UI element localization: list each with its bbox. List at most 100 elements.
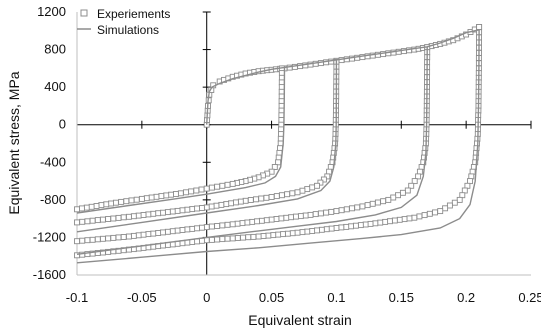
experiment-point: [399, 189, 406, 196]
experiment-point: [194, 238, 200, 245]
experiment-point: [229, 221, 236, 228]
experiment-point: [279, 231, 286, 238]
simulation-curve: [76, 67, 286, 214]
experiment-point: [333, 225, 340, 231]
experiment-point: [411, 214, 418, 221]
experiment-point: [229, 180, 236, 187]
experiment-point: [415, 173, 422, 180]
experiment-point: [278, 121, 285, 128]
experiment-point: [193, 187, 200, 194]
experiment-point: [343, 206, 350, 213]
experiment-point: [198, 224, 205, 231]
y-tick-label: 1200: [37, 4, 66, 19]
experiment-point: [273, 216, 280, 222]
simulation-curve: [76, 46, 428, 255]
experiment-point: [289, 190, 296, 197]
experiment-point: [278, 215, 285, 222]
experiment-point: [108, 200, 114, 207]
experiment-point: [416, 213, 423, 220]
experiment-point: [224, 235, 231, 242]
experiment-point: [288, 214, 294, 221]
experiment-point: [395, 192, 401, 199]
experiment-point: [133, 196, 140, 203]
experiment-point: [411, 178, 418, 185]
experiment-point: [125, 233, 132, 240]
experiment-point: [338, 224, 345, 231]
experiment-point: [401, 216, 408, 223]
experiment-point: [268, 216, 275, 223]
experiment-point: [234, 220, 241, 227]
experiment-point: [234, 235, 241, 241]
experiment-point: [232, 199, 239, 206]
experiment-point: [249, 218, 256, 225]
experiment-point: [188, 188, 195, 195]
experiment-point: [219, 222, 226, 229]
experiment-point: [198, 237, 205, 244]
experiment-point: [74, 238, 80, 245]
experiment-point: [404, 187, 411, 194]
experiment-point: [446, 202, 453, 209]
experiment-point: [130, 232, 137, 239]
experiment-point: [143, 195, 150, 202]
experiment-point: [159, 229, 166, 236]
experiment-point: [294, 189, 301, 196]
experiment-point: [155, 230, 162, 236]
experiment-point: [250, 233, 257, 240]
experiment-point: [198, 205, 205, 211]
experiment-point: [78, 205, 85, 212]
x-tick-label: 0.2: [457, 290, 475, 305]
experiment-point: [258, 195, 265, 202]
experiment-point: [224, 181, 231, 188]
experiment-point: [307, 211, 314, 218]
experiment-point: [324, 173, 331, 180]
experiment-point: [377, 219, 384, 226]
experiment-point: [203, 185, 210, 192]
experiment-point: [275, 231, 282, 238]
experiment-point: [309, 228, 316, 234]
experiment-point: [426, 210, 433, 217]
experiment-point: [208, 236, 215, 243]
experiment-point: [255, 233, 262, 240]
experiment-point: [179, 227, 186, 233]
experiment-point: [125, 213, 132, 220]
experiment-point: [263, 217, 270, 224]
experiment-point: [314, 227, 320, 234]
experiment-point: [367, 220, 374, 227]
experiment-point: [99, 216, 106, 223]
experiment-point: [328, 225, 335, 232]
experiment-point: [74, 206, 80, 213]
experiment-point: [294, 229, 301, 236]
experiment-point: [135, 232, 142, 239]
experiment-point: [323, 209, 330, 216]
experiment-point: [299, 187, 306, 194]
experiment-point: [123, 198, 130, 205]
experiment-point: [283, 214, 290, 221]
experiment-point: [145, 231, 152, 238]
experiment-point: [194, 205, 200, 212]
experiment-point: [312, 211, 319, 218]
experiment-point: [352, 222, 359, 229]
experiment-point: [213, 202, 220, 209]
experiment-point: [386, 218, 393, 225]
experiment-point: [183, 189, 189, 196]
experiment-point: [237, 198, 244, 205]
tick-labels: 1200 800 400 0 -400 -800 -1200 -1600-0.1 -0.05 0 0…: [33, 4, 541, 305]
x-tick-label: -0.05: [127, 290, 157, 305]
experiment-point: [189, 225, 196, 232]
experiment-point: [112, 199, 119, 206]
experiment-point: [219, 182, 226, 189]
experiment-point: [208, 184, 215, 191]
experiment-point: [172, 191, 179, 197]
experiment-point: [103, 201, 110, 208]
simulation-curve: [76, 29, 480, 264]
experiment-point: [150, 230, 157, 237]
experiment-point: [138, 195, 145, 202]
experiment-point: [273, 193, 280, 200]
experiment-point: [94, 236, 101, 243]
experiment-point: [284, 230, 291, 237]
experiment-point: [442, 205, 449, 212]
experiment-point: [278, 84, 285, 91]
experiment-point: [203, 237, 210, 244]
experiment-point: [263, 194, 270, 201]
x-tick-label: -0.1: [66, 290, 88, 305]
